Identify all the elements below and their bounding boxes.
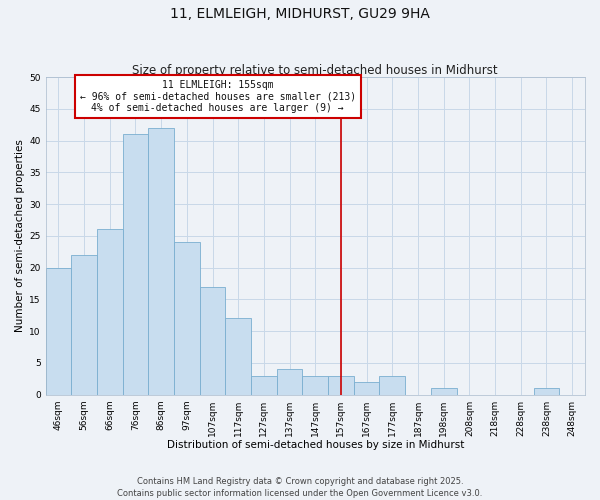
Bar xyxy=(46,268,71,394)
Text: 11 ELMLEIGH: 155sqm
← 96% of semi-detached houses are smaller (213)
4% of semi-d: 11 ELMLEIGH: 155sqm ← 96% of semi-detach… xyxy=(80,80,356,114)
Bar xyxy=(251,376,277,394)
Y-axis label: Number of semi-detached properties: Number of semi-detached properties xyxy=(15,140,25,332)
Title: Size of property relative to semi-detached houses in Midhurst: Size of property relative to semi-detach… xyxy=(133,64,498,77)
Bar xyxy=(200,286,226,395)
Bar xyxy=(533,388,559,394)
Bar xyxy=(174,242,200,394)
Bar xyxy=(328,376,354,394)
Bar xyxy=(431,388,457,394)
Bar xyxy=(226,318,251,394)
X-axis label: Distribution of semi-detached houses by size in Midhurst: Distribution of semi-detached houses by … xyxy=(167,440,464,450)
Bar xyxy=(122,134,148,394)
Text: 11, ELMLEIGH, MIDHURST, GU29 9HA: 11, ELMLEIGH, MIDHURST, GU29 9HA xyxy=(170,8,430,22)
Bar xyxy=(148,128,174,394)
Bar xyxy=(71,255,97,394)
Bar xyxy=(354,382,379,394)
Text: Contains HM Land Registry data © Crown copyright and database right 2025.
Contai: Contains HM Land Registry data © Crown c… xyxy=(118,476,482,498)
Bar xyxy=(379,376,405,394)
Bar xyxy=(277,369,302,394)
Bar xyxy=(302,376,328,394)
Bar xyxy=(97,230,122,394)
